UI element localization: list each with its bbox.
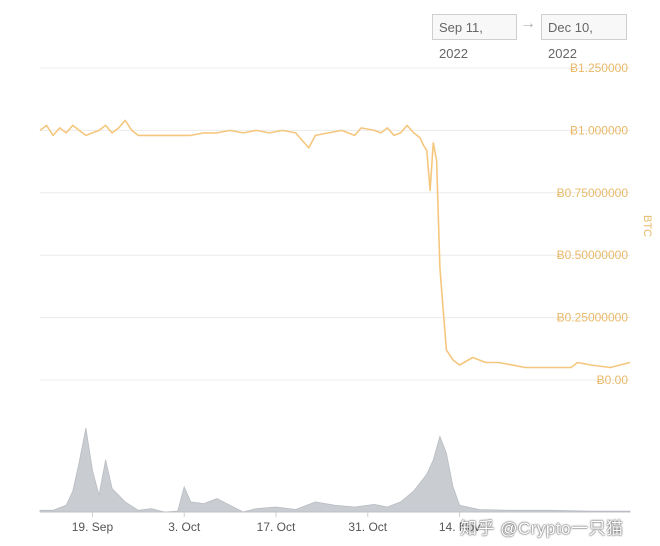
x-tick-label: 14. Nov bbox=[439, 520, 480, 534]
x-tick-label: 31. Oct bbox=[348, 520, 387, 534]
date-range-end-button[interactable]: Dec 10, 2022 bbox=[541, 14, 627, 61]
range-arrow-icon: → bbox=[520, 15, 536, 32]
price-line bbox=[39, 119, 631, 369]
y-tick-label: Ƀ1.250000 bbox=[570, 61, 628, 75]
x-tick-label: 19. Sep bbox=[72, 520, 114, 534]
y-tick-label: Ƀ0.25000000 bbox=[557, 311, 629, 325]
watermark-text: 知乎 @Crypto一只猫 bbox=[460, 519, 624, 538]
y-axis-label: BTC bbox=[641, 215, 653, 237]
y-tick-label: Ƀ1.000000 bbox=[570, 123, 628, 137]
y-tick-label: Ƀ0.00 bbox=[597, 373, 629, 387]
x-tick-label: 3. Oct bbox=[168, 520, 201, 534]
y-tick-label: Ƀ0.50000000 bbox=[557, 248, 629, 262]
date-range-start-button[interactable]: Sep 11, 2022 bbox=[432, 14, 517, 61]
y-tick-label: Ƀ0.75000000 bbox=[557, 186, 629, 200]
volume-area bbox=[39, 427, 631, 513]
x-tick-label: 17. Oct bbox=[257, 520, 296, 534]
